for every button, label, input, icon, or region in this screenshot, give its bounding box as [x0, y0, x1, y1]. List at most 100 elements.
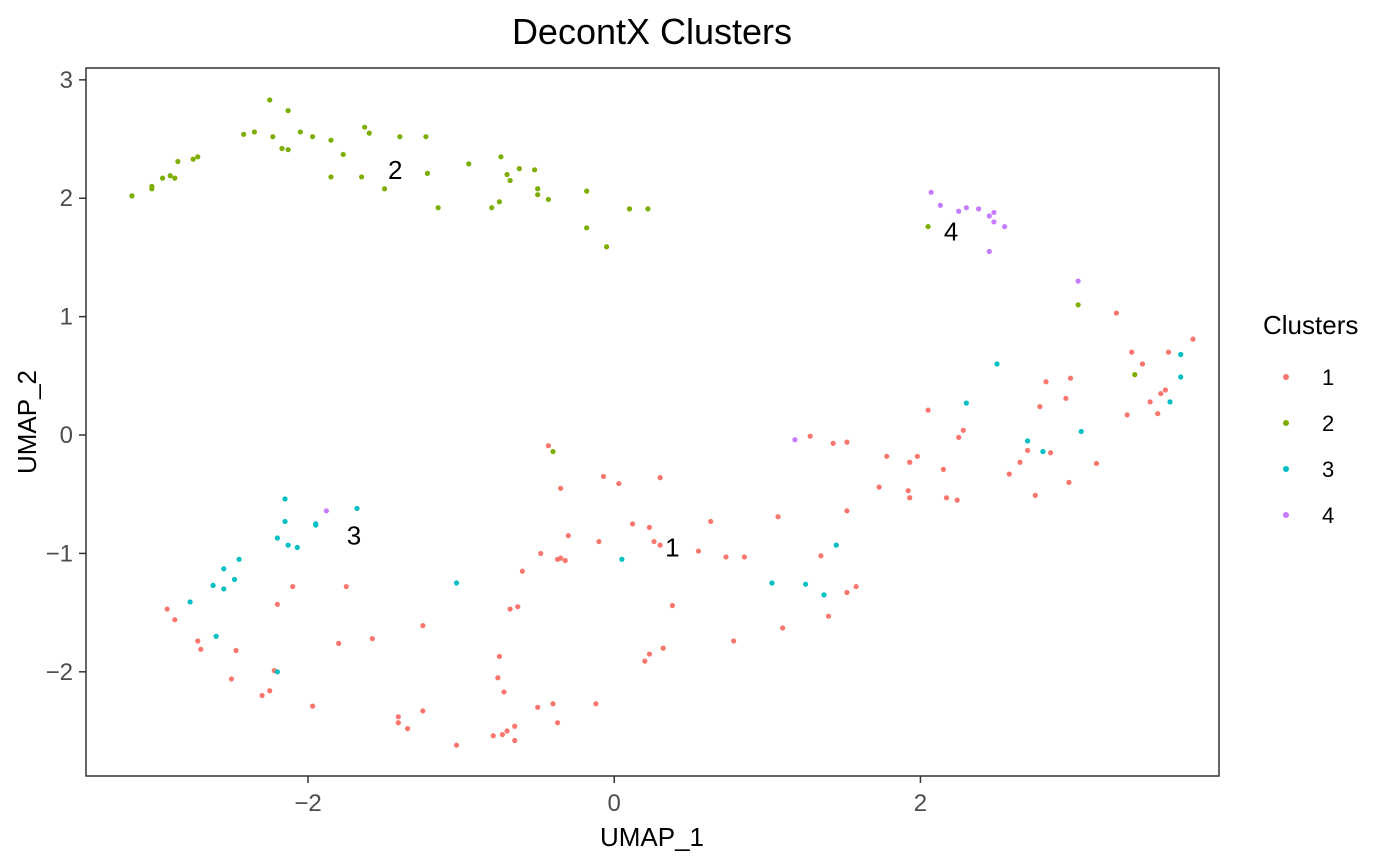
data-point: [491, 733, 496, 738]
data-point: [195, 154, 200, 159]
series-cluster-3: [188, 352, 1184, 674]
data-point: [708, 519, 713, 524]
legend-key: [1283, 374, 1289, 380]
data-point: [907, 495, 912, 500]
data-point: [775, 514, 780, 519]
data-point: [396, 720, 401, 725]
data-point: [535, 192, 540, 197]
points-layer: [129, 97, 1195, 747]
data-point: [1007, 471, 1012, 476]
data-point: [267, 688, 272, 693]
data-point: [1155, 411, 1160, 416]
data-point: [286, 543, 291, 548]
legend-label: 3: [1322, 457, 1334, 482]
data-point: [844, 508, 849, 513]
data-point: [808, 434, 813, 439]
data-point: [834, 543, 839, 548]
data-point: [925, 408, 930, 413]
plot-area: 2 4 3 1: [86, 68, 1219, 776]
data-point: [512, 724, 517, 729]
legend-key: [1283, 466, 1289, 472]
data-point: [1178, 374, 1183, 379]
data-point: [354, 506, 359, 511]
cluster-label: 1: [665, 532, 679, 562]
data-point: [792, 437, 797, 442]
data-point: [188, 599, 193, 604]
data-point: [495, 675, 500, 680]
data-point: [854, 584, 859, 589]
data-point: [129, 193, 134, 198]
data-point: [803, 582, 808, 587]
data-point: [731, 638, 736, 643]
data-point: [1025, 448, 1030, 453]
x-tick-label: 2: [914, 790, 927, 817]
data-point: [1037, 404, 1042, 409]
data-point: [593, 701, 598, 706]
data-point: [987, 249, 992, 254]
data-point: [267, 97, 272, 102]
data-point: [175, 159, 180, 164]
data-point: [310, 134, 315, 139]
data-point: [270, 134, 275, 139]
data-point: [195, 638, 200, 643]
data-point: [515, 604, 520, 609]
data-point: [504, 172, 509, 177]
legend-item: 1: [1283, 365, 1334, 390]
legend: Clusters 1 2 3 4: [1263, 310, 1358, 528]
data-point: [221, 566, 226, 571]
data-point: [149, 184, 154, 189]
data-point: [1166, 350, 1171, 355]
data-point: [956, 435, 961, 440]
y-tick-label: 2: [60, 185, 73, 212]
data-point: [821, 592, 826, 597]
data-point: [964, 205, 969, 210]
data-point: [1079, 429, 1084, 434]
data-point: [964, 400, 969, 405]
data-point: [420, 623, 425, 628]
data-point: [160, 176, 165, 181]
data-point: [1025, 438, 1030, 443]
data-point: [915, 454, 920, 459]
data-point: [498, 154, 503, 159]
data-point: [1167, 399, 1172, 404]
data-point: [566, 533, 571, 538]
data-point: [1163, 387, 1168, 392]
series-cluster-4: [324, 190, 1081, 514]
data-point: [532, 167, 537, 172]
data-point: [165, 606, 170, 611]
data-point: [336, 641, 341, 646]
data-point: [661, 646, 666, 651]
data-point: [1002, 224, 1007, 229]
data-point: [955, 498, 960, 503]
data-point: [397, 134, 402, 139]
data-point: [232, 577, 237, 582]
legend-label: 1: [1322, 365, 1334, 390]
data-point: [601, 474, 606, 479]
data-point: [520, 569, 525, 574]
data-point: [282, 519, 287, 524]
data-point: [619, 557, 624, 562]
data-point: [295, 545, 300, 550]
data-point: [696, 548, 701, 553]
data-point: [555, 720, 560, 725]
legend-key: [1283, 512, 1289, 518]
data-point: [647, 525, 652, 530]
data-point: [367, 131, 372, 136]
data-point: [286, 147, 291, 152]
data-point: [341, 152, 346, 157]
data-point: [1040, 449, 1045, 454]
data-point: [1190, 337, 1195, 342]
data-point: [1017, 460, 1022, 465]
data-point: [497, 654, 502, 659]
data-point: [233, 648, 238, 653]
data-point: [497, 199, 502, 204]
series-cluster-1: [165, 310, 1196, 747]
data-point: [651, 539, 656, 544]
y-tick-label: 1: [60, 304, 73, 331]
data-point: [987, 213, 992, 218]
data-point: [906, 488, 911, 493]
data-point: [221, 586, 226, 591]
data-point: [286, 108, 291, 113]
data-point: [214, 634, 219, 639]
